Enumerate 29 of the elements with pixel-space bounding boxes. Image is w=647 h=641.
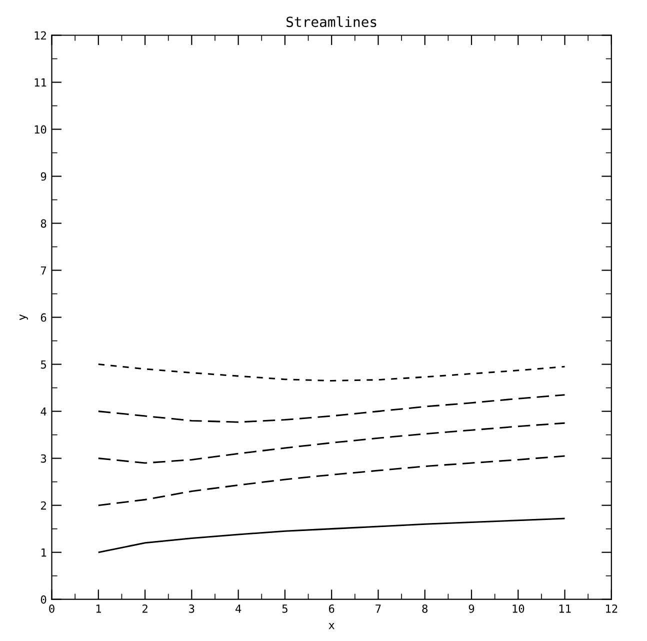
x-tick-label: 4	[236, 604, 242, 613]
y-tick-label: 10	[34, 125, 46, 134]
y-tick-label: 5	[40, 360, 46, 369]
x-tick-label: 3	[189, 604, 194, 613]
y-tick-label: 6	[40, 313, 46, 322]
x-tick-label: 11	[559, 604, 571, 613]
x-tick-label: 10	[512, 604, 524, 613]
y-tick-label: 12	[34, 31, 46, 40]
y-tick-label: 8	[40, 219, 46, 228]
x-tick-label: 0	[49, 604, 54, 613]
y-tick-label: 4	[40, 407, 46, 416]
y-tick-label: 2	[41, 501, 46, 510]
y-tick-label: 7	[40, 266, 46, 275]
x-tick-label: 7	[376, 604, 381, 613]
x-axis-title: x	[328, 622, 335, 630]
chart-title: Streamlines	[286, 16, 376, 28]
x-tick-label: 9	[468, 604, 474, 613]
x-tick-label: 8	[422, 604, 428, 613]
x-tick-label: 6	[328, 604, 334, 613]
y-axis-title: y	[20, 314, 28, 320]
x-tick-label: 5	[282, 604, 288, 613]
x-tick-label: 2	[142, 604, 148, 613]
x-tick-label: 12	[606, 604, 618, 613]
y-tick-label: 1	[42, 548, 46, 557]
y-tick-label: 0	[40, 595, 46, 604]
x-tick-label: 1	[96, 604, 101, 613]
y-tick-label: 9	[40, 172, 46, 181]
y-tick-label: 11	[34, 78, 46, 87]
y-tick-label: 3	[40, 454, 46, 463]
